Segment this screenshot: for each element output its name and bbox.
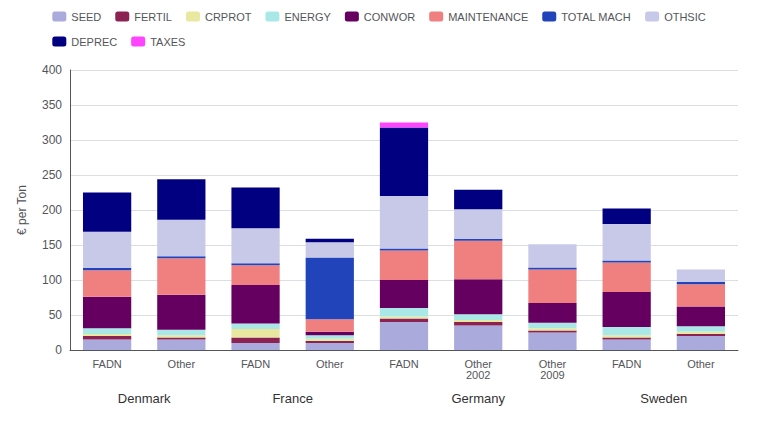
svg-text:TOTAL MACH: TOTAL MACH: [561, 11, 631, 23]
svg-text:ENERGY: ENERGY: [284, 11, 331, 23]
svg-text:OTHSIC: OTHSIC: [664, 11, 706, 23]
svg-text:FADN: FADN: [389, 358, 418, 370]
svg-text:FADN: FADN: [92, 358, 121, 370]
svg-text:FERTIL: FERTIL: [134, 11, 172, 23]
svg-text:CRPROT: CRPROT: [205, 11, 252, 23]
svg-text:France: France: [272, 391, 312, 406]
svg-text:Other: Other: [464, 357, 492, 370]
svg-text:250: 250: [42, 168, 62, 182]
svg-text:€ per Ton: € per Ton: [15, 185, 29, 235]
svg-text:100: 100: [42, 273, 62, 287]
svg-text:SEED: SEED: [71, 11, 101, 23]
svg-text:200: 200: [42, 203, 62, 217]
svg-text:2009: 2009: [540, 369, 564, 381]
svg-text:Germany: Germany: [451, 391, 505, 406]
svg-text:150: 150: [42, 238, 62, 252]
svg-text:50: 50: [49, 308, 63, 322]
svg-text:MAINTENANCE: MAINTENANCE: [448, 11, 528, 23]
svg-text:2002: 2002: [466, 369, 490, 381]
svg-text:Denmark: Denmark: [118, 391, 171, 406]
svg-text:CONWOR: CONWOR: [364, 11, 415, 23]
svg-text:Sweden: Sweden: [640, 391, 687, 406]
svg-text:DEPREC: DEPREC: [71, 36, 117, 48]
svg-text:Other: Other: [168, 358, 196, 370]
svg-text:300: 300: [42, 133, 62, 147]
svg-text:400: 400: [42, 63, 62, 77]
svg-text:TAXES: TAXES: [150, 36, 185, 48]
svg-text:350: 350: [42, 98, 62, 112]
svg-text:Other: Other: [316, 358, 344, 370]
svg-text:Other: Other: [538, 357, 567, 370]
svg-text:Other: Other: [687, 358, 715, 370]
svg-text:0: 0: [55, 343, 62, 357]
svg-text:FADN: FADN: [241, 358, 270, 370]
svg-text:FADN: FADN: [612, 358, 641, 370]
